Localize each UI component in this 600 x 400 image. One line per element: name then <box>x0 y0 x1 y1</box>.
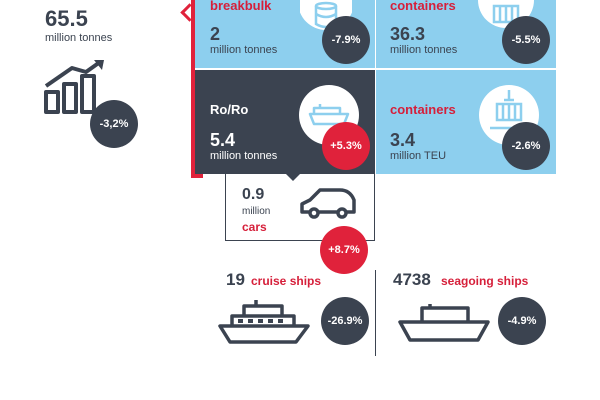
cruise-change-badge: -26.9% <box>321 297 369 345</box>
car-icon <box>300 188 356 219</box>
cars-change-badge: +8.7% <box>320 226 368 274</box>
cars-label: cars <box>242 220 267 234</box>
growth-chart-icon <box>44 60 104 114</box>
roro-change-badge: +5.3% <box>322 122 370 170</box>
containers-tonnes-change-badge: -5.5% <box>502 16 550 64</box>
breakbulk-value: 2 <box>210 24 221 44</box>
accent-bar-foot <box>191 174 203 178</box>
total-change-badge: -3,2% <box>90 100 138 148</box>
total-value: 65.5 <box>45 6 88 31</box>
cars-value: 0.9 <box>242 186 265 203</box>
breakbulk-label: breakbulk <box>210 0 272 13</box>
cruise-ship-icon <box>218 300 310 344</box>
roro-label: Ro/Ro <box>210 102 249 117</box>
seagoing-change-badge: -4.9% <box>498 297 546 345</box>
cars-box <box>225 174 375 241</box>
containers-teu-change-badge: -2.6% <box>502 122 550 170</box>
containers-tonnes-value: 36.3 <box>390 24 426 44</box>
cars-unit: million <box>242 206 271 217</box>
containers-tonnes-label: containers <box>390 0 456 13</box>
roro-value: 5.4 <box>210 130 236 150</box>
containers-teu-unit: million TEU <box>390 150 447 162</box>
containers-teu-label: containers <box>390 102 456 117</box>
total-unit: million tonnes <box>45 32 113 44</box>
seagoing-label: seagoing ships <box>441 274 529 288</box>
accent-bar <box>191 0 195 178</box>
column-divider <box>375 270 376 356</box>
breakbulk-change-badge: -7.9% <box>322 16 370 64</box>
containers-tonnes-unit: million tonnes <box>390 44 458 56</box>
cruise-value: 19 <box>226 270 245 289</box>
containers-teu-value: 3.4 <box>390 130 416 150</box>
breakbulk-unit: million tonnes <box>210 44 278 56</box>
roro-pointer <box>286 174 300 181</box>
roro-unit: million tonnes <box>210 150 278 162</box>
cruise-label: cruise ships <box>251 274 322 288</box>
cargo-ship-icon <box>398 304 490 342</box>
seagoing-value: 4738 <box>393 270 431 289</box>
